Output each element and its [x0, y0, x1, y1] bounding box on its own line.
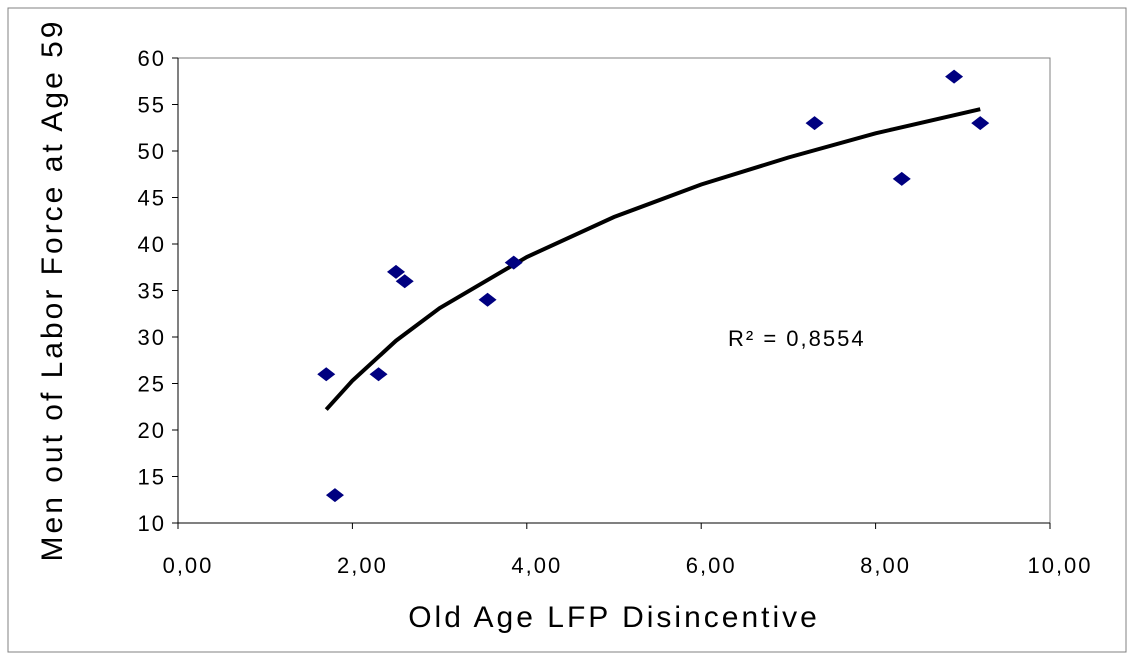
data-point — [892, 171, 911, 186]
data-point — [395, 274, 414, 289]
y-tick-label: 30 — [138, 325, 166, 350]
data-point — [369, 367, 388, 382]
y-tick-label: 50 — [138, 139, 166, 164]
x-tick-label: 8,00 — [860, 553, 911, 578]
data-point — [945, 69, 964, 84]
data-point — [317, 367, 336, 382]
y-tick-label: 15 — [138, 465, 166, 490]
x-tick-label: 4,00 — [511, 553, 562, 578]
data-point — [971, 116, 990, 131]
y-tick-label: 10 — [138, 511, 166, 536]
y-tick-label: 35 — [138, 279, 166, 304]
y-tick-label: 45 — [138, 186, 166, 211]
x-tick-label: 10,00 — [1027, 553, 1092, 578]
x-tick-label: 0,00 — [163, 553, 214, 578]
data-point — [325, 488, 344, 503]
y-axis-title: Men out of Labor Force at Age 59 — [36, 19, 69, 562]
trendline — [324, 107, 981, 411]
y-tick-label: 60 — [138, 46, 166, 71]
r-squared: R² = 0,8554 — [728, 326, 866, 351]
y-tick-label: 40 — [138, 232, 166, 257]
data-point — [478, 292, 497, 307]
x-tick-label: 2,00 — [337, 553, 388, 578]
plot-area — [177, 57, 1051, 524]
data-point — [387, 264, 405, 279]
y-tick-label: 55 — [138, 93, 166, 118]
x-tick-label: 6,00 — [686, 553, 737, 578]
y-tick-label: 20 — [138, 418, 166, 443]
data-point — [504, 255, 523, 270]
data-point — [805, 116, 824, 131]
x-axis-title: Old Age LFP Disincentive — [408, 601, 820, 634]
y-tick-label: 25 — [138, 372, 166, 397]
